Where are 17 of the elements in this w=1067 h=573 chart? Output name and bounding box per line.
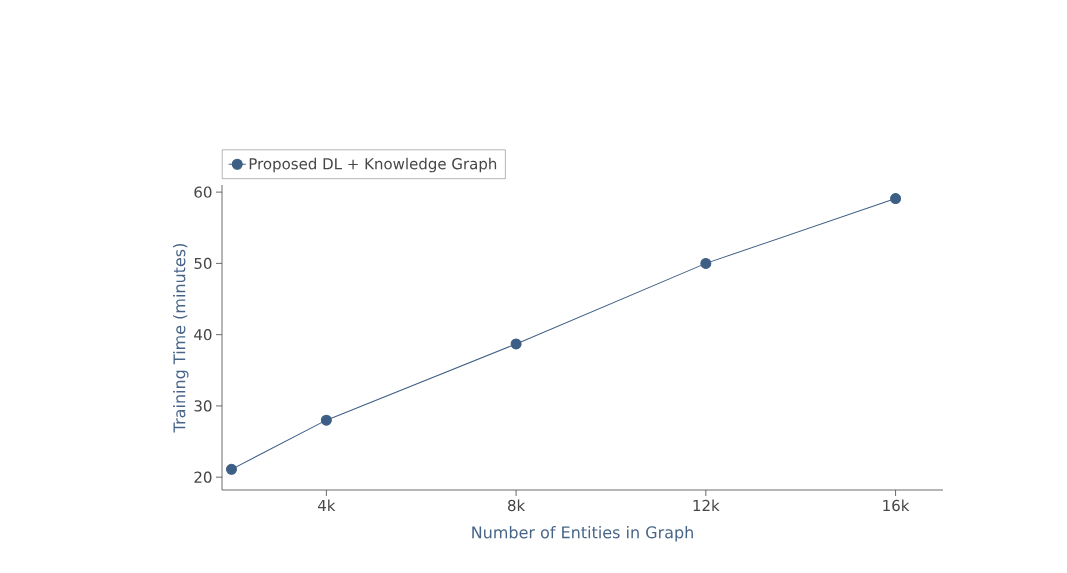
point [510, 338, 522, 350]
point [890, 193, 902, 205]
point [225, 463, 237, 475]
x-tick-label: 8k [508, 499, 526, 512]
x-tick-label: 12k [693, 499, 720, 511]
point [320, 414, 332, 426]
y-tick-label: 20 [194, 471, 212, 483]
point [700, 257, 712, 269]
x-axis-title: Number of Entities in Graph [472, 526, 693, 542]
y-tick-label: 30 [194, 400, 212, 412]
y-tick-label: 50 [194, 257, 212, 270]
y-tick-label: 40 [194, 328, 212, 341]
legend-label: Proposed DL + Knowledge Graph [249, 157, 497, 173]
x-tick-label: 16k [883, 499, 910, 512]
y-axis-title: Training Time (minutes) [173, 244, 189, 433]
y-tick-label: 60 [194, 186, 212, 198]
x-tick-label: 4k [317, 499, 336, 511]
